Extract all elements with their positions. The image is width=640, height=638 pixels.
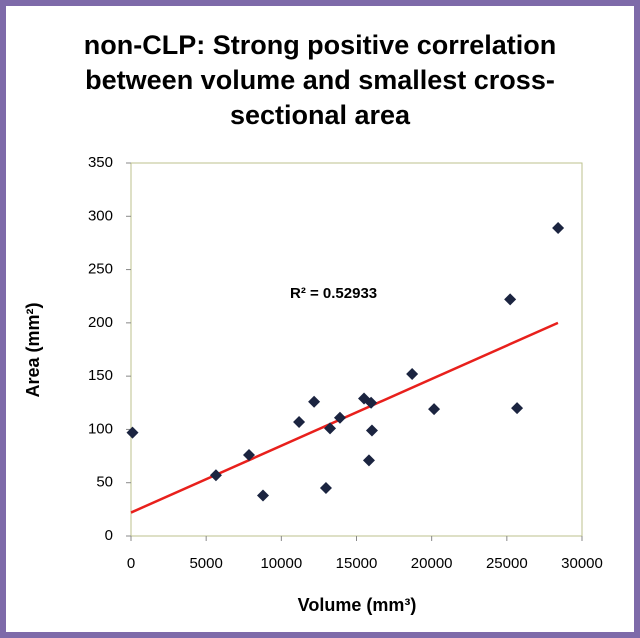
y-tick-label: 300 [88, 207, 113, 224]
y-tick-label: 200 [88, 314, 113, 331]
y-tick-label: 0 [105, 527, 113, 544]
y-axis-title: Area (mm²) [23, 302, 43, 397]
chart-title: non-CLP: Strong positive correlation bet… [83, 30, 557, 130]
y-tick-label: 50 [96, 474, 113, 491]
x-tick-label: 10000 [260, 555, 302, 572]
y-tick-label: 350 [88, 154, 113, 171]
x-tick-label: 25000 [486, 555, 528, 572]
point [511, 402, 524, 415]
point [365, 396, 378, 409]
point [428, 403, 441, 416]
point [293, 415, 306, 428]
y-tick-label: 250 [88, 261, 113, 278]
y-tick-label: 100 [88, 420, 113, 437]
x-tick-label: 20000 [411, 555, 453, 572]
point [406, 368, 419, 381]
point [333, 411, 346, 424]
x-axis-title: Volume (mm³) [298, 595, 417, 615]
point [209, 469, 222, 482]
annotation: R² = 0.52933 [290, 285, 377, 302]
plot-area [130, 162, 583, 537]
point [319, 482, 332, 495]
y-tick-label: 150 [88, 367, 113, 384]
point [365, 424, 378, 437]
point [552, 222, 565, 235]
point [308, 395, 321, 408]
x-tick-label: 0 [127, 555, 135, 572]
point [126, 426, 139, 439]
point [243, 449, 256, 462]
x-tick-label: 15000 [336, 555, 378, 572]
point [324, 422, 337, 435]
point [256, 489, 269, 502]
x-tick-label: 5000 [189, 555, 222, 572]
point [504, 293, 517, 306]
point [362, 454, 375, 467]
x-tick-label: 30000 [561, 555, 603, 572]
